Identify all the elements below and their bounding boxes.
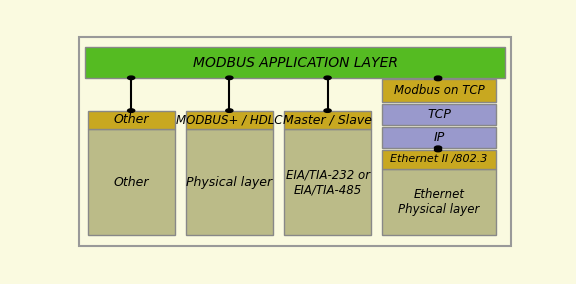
Circle shape xyxy=(434,146,442,150)
Text: Ethernet II /802.3: Ethernet II /802.3 xyxy=(391,154,488,164)
Text: TCP: TCP xyxy=(427,108,451,121)
FancyBboxPatch shape xyxy=(186,110,273,129)
Circle shape xyxy=(127,109,135,112)
FancyBboxPatch shape xyxy=(382,79,496,102)
Circle shape xyxy=(434,148,442,152)
FancyBboxPatch shape xyxy=(79,37,511,246)
Text: MODBUS+ / HDLC: MODBUS+ / HDLC xyxy=(176,113,283,126)
Circle shape xyxy=(226,76,233,80)
Circle shape xyxy=(324,76,331,80)
Text: Other: Other xyxy=(113,113,149,126)
Text: Modbus on TCP: Modbus on TCP xyxy=(394,84,484,97)
FancyBboxPatch shape xyxy=(382,150,496,169)
FancyBboxPatch shape xyxy=(382,127,496,148)
Text: Physical layer: Physical layer xyxy=(186,176,272,189)
FancyBboxPatch shape xyxy=(284,110,371,129)
Circle shape xyxy=(434,77,442,81)
Text: MODBUS APPLICATION LAYER: MODBUS APPLICATION LAYER xyxy=(193,55,397,70)
FancyBboxPatch shape xyxy=(382,169,496,235)
FancyBboxPatch shape xyxy=(88,110,175,129)
Circle shape xyxy=(434,76,442,80)
Text: Master / Slave: Master / Slave xyxy=(283,113,372,126)
Text: IP: IP xyxy=(434,131,445,144)
FancyBboxPatch shape xyxy=(382,104,496,125)
FancyBboxPatch shape xyxy=(85,47,505,78)
FancyBboxPatch shape xyxy=(186,129,273,235)
Text: Other: Other xyxy=(113,176,149,189)
FancyBboxPatch shape xyxy=(88,129,175,235)
Circle shape xyxy=(127,76,135,80)
Circle shape xyxy=(226,109,233,112)
Text: EIA/TIA-232 or
EIA/TIA-485: EIA/TIA-232 or EIA/TIA-485 xyxy=(286,168,370,196)
Circle shape xyxy=(324,109,331,112)
Text: Ethernet
Physical layer: Ethernet Physical layer xyxy=(399,188,480,216)
FancyBboxPatch shape xyxy=(284,129,371,235)
